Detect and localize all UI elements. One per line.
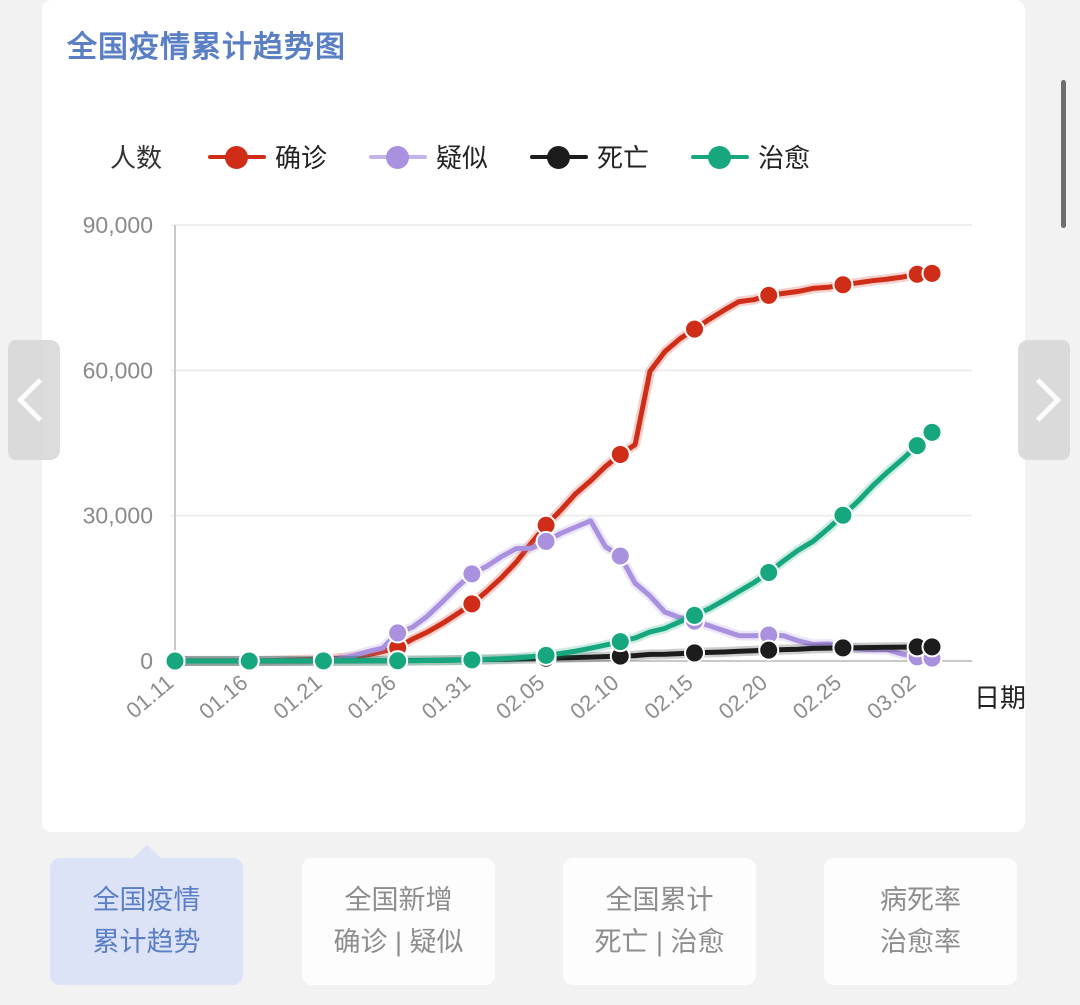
svg-text:日期: 日期 <box>974 683 1025 713</box>
carousel-next-button[interactable] <box>1017 340 1070 460</box>
y-axis-name: 人数 <box>110 143 163 173</box>
svg-text:02.20: 02.20 <box>714 670 772 725</box>
tab-national-cumulative-trend[interactable]: 全国疫情 累计趋势 <box>50 845 243 985</box>
tab-label-line1: 全国新增 <box>344 884 453 915</box>
legend-marker-icon <box>369 144 428 170</box>
svg-text:90,000: 90,000 <box>83 212 153 238</box>
svg-text:01.31: 01.31 <box>417 670 475 725</box>
legend-label-recovered: 治愈 <box>758 143 811 173</box>
chevron-left-icon <box>16 378 61 422</box>
svg-text:03.02: 03.02 <box>862 670 920 725</box>
page-title: 全国疫情累计趋势图 <box>67 31 346 64</box>
legend-label-confirmed: 确诊 <box>275 143 328 173</box>
scrollbar-thumb[interactable] <box>1061 80 1066 228</box>
carousel-prev-button[interactable] <box>8 340 61 460</box>
legend-marker-icon <box>208 144 267 170</box>
svg-text:0: 0 <box>140 648 153 674</box>
legend-item-suspected[interactable]: 疑似 <box>369 138 488 175</box>
tab-bar: 全国疫情 累计趋势 全国新增 确诊 | 疑似 全国累计 死亡 | 治愈 病死率 … <box>42 845 1025 990</box>
tab-label-line2: 死亡 | 治愈 <box>594 926 725 957</box>
chart-card: 全国疫情累计趋势图 人数 确诊 疑似 <box>42 0 1025 832</box>
legend-marker-icon <box>691 144 750 170</box>
legend-item-recovered[interactable]: 治愈 <box>691 138 810 175</box>
svg-text:02.15: 02.15 <box>639 670 697 725</box>
svg-text:02.25: 02.25 <box>788 670 846 725</box>
svg-text:01.11: 01.11 <box>121 670 178 723</box>
legend-label-deaths: 死亡 <box>597 143 650 173</box>
chart-plot-area: 0 30,000 60,000 90,000 01.11 01.16 01.21 01.26 0… <box>42 0 1025 832</box>
legend-marker-icon <box>530 144 589 170</box>
svg-text:01.21: 01.21 <box>268 670 326 725</box>
tab-fatality-recovery-rate[interactable]: 病死率 治愈率 <box>824 858 1017 985</box>
active-tab-pointer-icon <box>131 845 162 859</box>
tab-label-line2: 确诊 | 疑似 <box>333 926 464 957</box>
tab-label-line2: 累计趋势 <box>92 926 201 957</box>
legend-label-suspected: 疑似 <box>436 143 489 173</box>
tab-national-new-cases[interactable]: 全国新增 确诊 | 疑似 <box>302 858 495 985</box>
svg-text:01.16: 01.16 <box>194 670 252 725</box>
chevron-right-icon <box>1017 378 1062 422</box>
svg-text:02.05: 02.05 <box>491 670 549 725</box>
svg-text:01.26: 01.26 <box>343 670 401 725</box>
tab-label-line1: 全国累计 <box>605 884 714 915</box>
line-chart: 0 30,000 60,000 90,000 01.11 01.16 01.21 01.26 0… <box>83 212 1025 725</box>
legend-item-confirmed[interactable]: 确诊 <box>208 138 327 175</box>
tab-label-line1: 全国疫情 <box>92 884 201 915</box>
svg-text:02.10: 02.10 <box>565 670 623 725</box>
tab-label-line2: 治愈率 <box>880 926 961 957</box>
legend-item-deaths[interactable]: 死亡 <box>530 138 649 175</box>
vertical-scrollbar[interactable] <box>1003 0 1013 832</box>
chart-legend: 人数 确诊 疑似 死亡 <box>110 138 852 175</box>
svg-text:30,000: 30,000 <box>83 503 153 529</box>
tab-label-line1: 病死率 <box>880 884 961 915</box>
svg-text:60,000: 60,000 <box>83 357 153 383</box>
tab-national-cumulative-deaths-recovered[interactable]: 全国累计 死亡 | 治愈 <box>563 858 756 985</box>
